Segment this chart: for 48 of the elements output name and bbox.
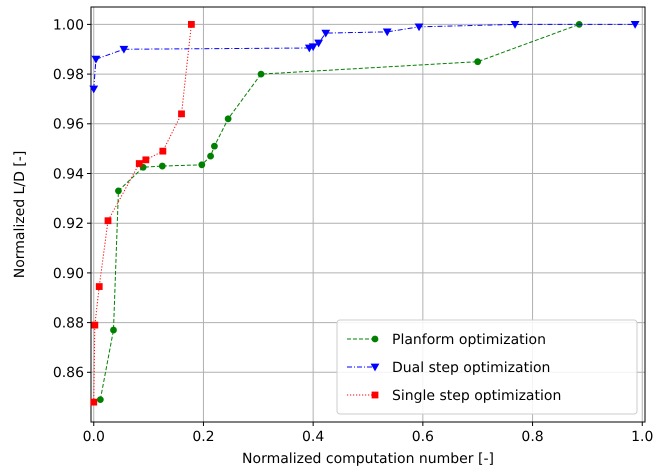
- x-tick-label: 0.8: [521, 429, 544, 445]
- x-axis-title: Normalized computation number [-]: [242, 451, 494, 467]
- point: [115, 187, 122, 194]
- point: [258, 70, 264, 78]
- point: [314, 40, 324, 48]
- point: [120, 46, 128, 54]
- point: [158, 162, 166, 170]
- x-tick-label: 0.6: [412, 429, 434, 445]
- point: [159, 148, 166, 155]
- x-tick-label: 0.2: [192, 429, 215, 445]
- y-tick-label: 0.90: [52, 266, 84, 282]
- point: [188, 20, 195, 28]
- point: [414, 23, 424, 32]
- point: [382, 28, 392, 36]
- point: [198, 161, 206, 168]
- legend-label: Single step optimization: [392, 388, 562, 404]
- y-axis-title: Normalized L/D [-]: [12, 150, 28, 278]
- point: [630, 20, 640, 29]
- point: [91, 322, 98, 328]
- x-tick-label: 0.0: [82, 429, 105, 445]
- point: [207, 152, 214, 160]
- point: [90, 398, 98, 406]
- point: [321, 30, 330, 38]
- point: [178, 110, 185, 118]
- y-tick-label: 1.00: [52, 17, 84, 34]
- y-tick-label: 0.86: [52, 365, 84, 382]
- point: [142, 156, 150, 164]
- point: [92, 56, 100, 64]
- x-tick-label: 0.4: [302, 429, 324, 445]
- y-tick-label: 0.92: [52, 216, 84, 232]
- point: [308, 43, 318, 52]
- y-tick-label: 0.98: [52, 66, 84, 83]
- point: [89, 86, 98, 94]
- point: [96, 396, 104, 404]
- point: [474, 58, 482, 66]
- point: [110, 326, 117, 334]
- point: [104, 217, 112, 224]
- legend-label: Planform optimization: [392, 332, 546, 348]
- point: [136, 160, 143, 167]
- point: [224, 115, 232, 122]
- y-tick-label: 0.94: [52, 166, 84, 182]
- y-tick-label: 0.88: [52, 316, 84, 332]
- point: [96, 283, 103, 290]
- x-tick-label: 1.0: [631, 429, 654, 445]
- point: [211, 142, 218, 150]
- point: [510, 20, 520, 29]
- legend-label: Dual step optimization: [392, 360, 550, 376]
- y-tick-label: 0.96: [52, 116, 84, 133]
